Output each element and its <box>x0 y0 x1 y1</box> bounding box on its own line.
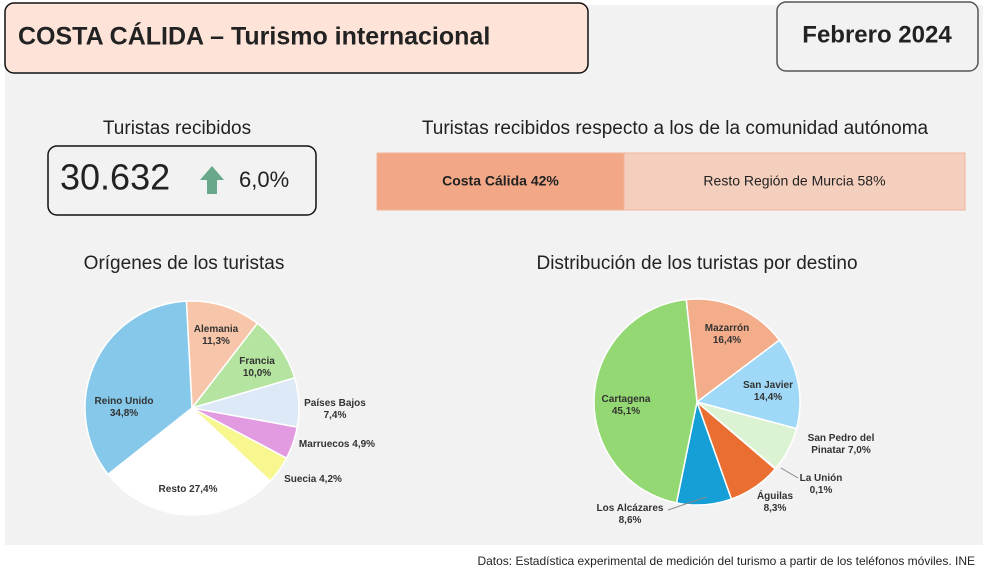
category: Cartagena <box>601 394 651 405</box>
category: Resto <box>158 484 187 495</box>
value-label: 8,3% <box>763 503 787 514</box>
value-label: 45,1% <box>611 406 641 417</box>
pie-slice <box>185 300 259 411</box>
value-label: 58% <box>858 172 886 188</box>
pie-title: Orígenes de los turistas <box>84 253 285 274</box>
value-label: 4,2% <box>319 474 342 485</box>
period: Febrero 2024 <box>802 21 952 48</box>
slice-label: Los Alcázares 8,6% <box>597 503 664 527</box>
up-arrow <box>200 166 224 194</box>
slice-label: Suecia 4,2% <box>284 474 342 486</box>
slice-label: Reino Unido 34,8% <box>95 396 154 420</box>
value-label: 42% <box>531 172 560 188</box>
slice-label: Francia 10,0% <box>239 356 275 380</box>
value-label: 14,4% <box>753 392 783 403</box>
source: Datos: Estadística experimental de medic… <box>477 554 975 568</box>
value-label: 16,4% <box>712 335 742 346</box>
slice-label: Mazarrón 16,4% <box>705 323 749 347</box>
pie-slice <box>106 407 272 516</box>
series-name: Costa Cálida <box>442 172 527 188</box>
bar-label: Costa Cálida 42% <box>442 172 559 188</box>
value-label: 4,9% <box>352 439 376 450</box>
category: La Unión <box>799 473 843 484</box>
category: Alemania <box>193 324 239 335</box>
slice-label: Alemania 11,3% <box>194 324 238 348</box>
value-label: 7,4% <box>323 410 347 421</box>
kpi-title: Turistas recibidos <box>103 118 251 139</box>
share-title: Turistas recibidos respecto a los de la … <box>422 118 929 139</box>
slice-label: Águilas 8,3% <box>757 491 793 515</box>
category: Marruecos <box>298 439 350 450</box>
bar-segment <box>623 152 966 211</box>
value-label: 11,3% <box>202 336 230 347</box>
slice-label: Países Bajos 7,4% <box>304 398 366 422</box>
kpi-value: 30.632 <box>60 157 170 198</box>
leader-line <box>780 467 799 479</box>
page-title: COSTA CÁLIDA – Turismo internacional <box>18 22 490 51</box>
value-label: 34,8% <box>109 408 139 419</box>
category: Suecia <box>284 474 317 485</box>
category: San Javier <box>742 380 794 391</box>
value-label: 0,1% <box>809 485 833 496</box>
slice-label: La Unión 0,1% <box>800 473 843 497</box>
leader-line <box>667 496 707 511</box>
pie-slice <box>695 339 801 430</box>
category: San Pedro del Pinatar <box>807 433 875 456</box>
slice-label: Cartagena 45,1% <box>602 394 651 418</box>
value-label: 10,0% <box>242 368 272 379</box>
slice-label: Marruecos 4,9% <box>299 439 375 451</box>
title-box <box>4 2 589 74</box>
category: Mazarrón <box>704 323 750 334</box>
category: Los Alcázares <box>596 503 664 514</box>
kpi-change: 6,0% <box>239 167 289 192</box>
category: Reino Unido <box>94 396 154 407</box>
bar-label: Resto Región de Murcia 58% <box>703 172 885 188</box>
period-box <box>776 1 979 72</box>
pie-slice <box>685 298 781 404</box>
value-label: 27,4% <box>189 484 218 495</box>
series-name: Resto Región de Murcia <box>703 172 853 188</box>
value-label: 8,6% <box>618 515 642 526</box>
slice-label: San Pedro del Pinatar 7,0% <box>796 433 886 457</box>
pie-slice <box>593 298 698 504</box>
category: Águilas <box>756 491 794 502</box>
category: Países Bajos <box>304 398 366 409</box>
kpi-box <box>47 145 317 216</box>
category: Francia <box>239 356 275 367</box>
slice-label: San Javier 14,4% <box>743 380 793 404</box>
pie-title: Distribución de los turistas por destino <box>536 253 857 274</box>
value-label: 7,0% <box>847 445 871 456</box>
slice-label: Resto 27,4% <box>159 484 218 496</box>
bar-segment <box>376 152 625 211</box>
pie-slice <box>84 300 193 476</box>
